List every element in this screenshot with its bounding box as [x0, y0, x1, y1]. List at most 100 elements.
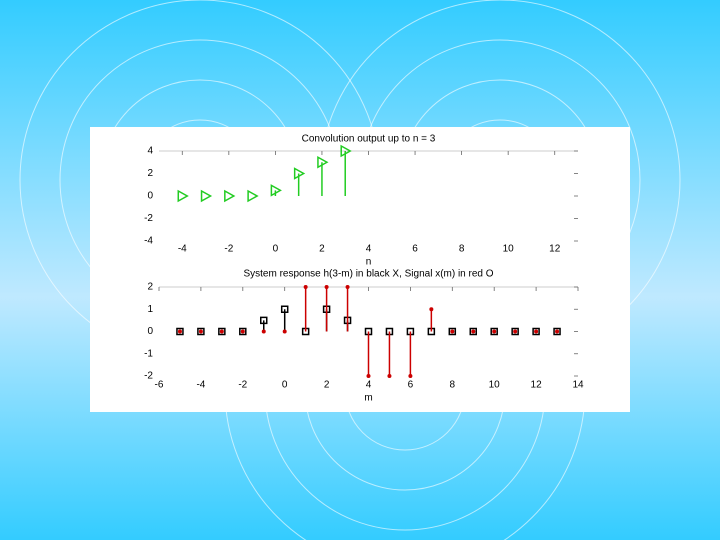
stem	[532, 327, 540, 336]
stem	[218, 327, 226, 336]
stem	[282, 329, 287, 334]
marker	[532, 327, 540, 336]
x-tick-label: -6	[155, 380, 164, 391]
y-tick-label: 2	[147, 282, 153, 293]
marker	[492, 329, 497, 334]
stem	[197, 327, 205, 336]
x-tick-label: 0	[273, 244, 279, 255]
marker	[490, 327, 498, 336]
stem	[261, 329, 266, 334]
marker	[270, 184, 282, 197]
stem	[176, 327, 184, 336]
stem	[340, 144, 352, 196]
stem	[270, 184, 282, 197]
x-tick-label: 8	[459, 244, 465, 255]
stem	[534, 329, 539, 334]
stem	[408, 331, 413, 378]
marker	[471, 329, 476, 334]
marker	[324, 285, 329, 289]
marker	[176, 327, 184, 336]
x-tick-label: -4	[178, 244, 187, 255]
y-tick-label: -4	[144, 236, 153, 247]
y-tick-label: 1	[147, 304, 153, 315]
marker	[177, 329, 182, 334]
marker	[366, 374, 371, 378]
marker	[280, 305, 289, 313]
marker	[513, 329, 518, 334]
y-tick-label: 0	[147, 191, 153, 202]
stem	[553, 327, 561, 336]
stem	[324, 285, 329, 332]
marker	[198, 329, 203, 334]
marker	[534, 329, 539, 334]
x-tick-label: 12	[531, 380, 543, 391]
stem	[240, 329, 245, 334]
stem	[448, 327, 457, 336]
marker	[177, 189, 189, 203]
x-tick-label: 14	[572, 380, 584, 391]
marker	[340, 144, 352, 158]
stem	[219, 329, 224, 334]
marker	[450, 329, 455, 334]
y-tick-label: 4	[147, 146, 153, 157]
figure-panel	[90, 127, 630, 412]
y-tick-label: -2	[144, 371, 153, 382]
stem	[303, 285, 308, 332]
stem	[200, 189, 213, 203]
marker	[553, 327, 561, 336]
stem	[555, 329, 560, 334]
stem	[429, 307, 434, 332]
marker	[408, 374, 413, 378]
x-tick-label: 10	[489, 380, 501, 391]
marker	[555, 329, 560, 334]
stem	[177, 329, 182, 334]
x-tick-label: -4	[196, 380, 205, 391]
x-tick-label: 0	[282, 380, 288, 391]
stem	[490, 327, 498, 336]
marker	[429, 307, 434, 312]
stem	[247, 189, 259, 203]
x-tick-label: 8	[450, 380, 456, 391]
y-tick-label: -1	[144, 348, 153, 359]
stem	[224, 189, 236, 203]
stem	[471, 329, 476, 334]
stem	[280, 305, 289, 332]
stem	[511, 327, 519, 336]
x-tick-label: 2	[319, 244, 325, 255]
marker	[240, 329, 245, 334]
stem	[239, 327, 247, 336]
y-tick-label: 0	[147, 326, 153, 337]
marker	[469, 327, 477, 336]
marker	[239, 327, 247, 336]
marker	[218, 327, 226, 336]
stem	[317, 155, 329, 196]
stem	[513, 329, 518, 334]
x-tick-label: 4	[366, 380, 372, 391]
x-tick-label: 4	[366, 244, 372, 255]
marker	[261, 329, 266, 334]
y-tick-label: 2	[147, 168, 153, 179]
stem	[177, 189, 189, 203]
marker	[219, 329, 224, 334]
marker	[448, 327, 457, 336]
stem	[345, 285, 350, 332]
marker	[224, 189, 236, 203]
marker	[293, 167, 306, 180]
stem	[492, 329, 497, 334]
x-tick-label: -2	[224, 244, 233, 255]
x-tick-label: 12	[549, 244, 561, 255]
stem	[198, 329, 203, 334]
marker	[197, 327, 205, 336]
marker	[387, 374, 392, 378]
chart-title: Convolution output up to n = 3	[302, 134, 436, 145]
marker	[345, 285, 350, 289]
marker	[200, 189, 213, 203]
x-tick-label: 6	[412, 244, 418, 255]
stem	[450, 329, 455, 334]
marker	[260, 316, 268, 325]
stem	[293, 167, 306, 196]
marker	[247, 189, 259, 203]
marker	[282, 329, 287, 334]
